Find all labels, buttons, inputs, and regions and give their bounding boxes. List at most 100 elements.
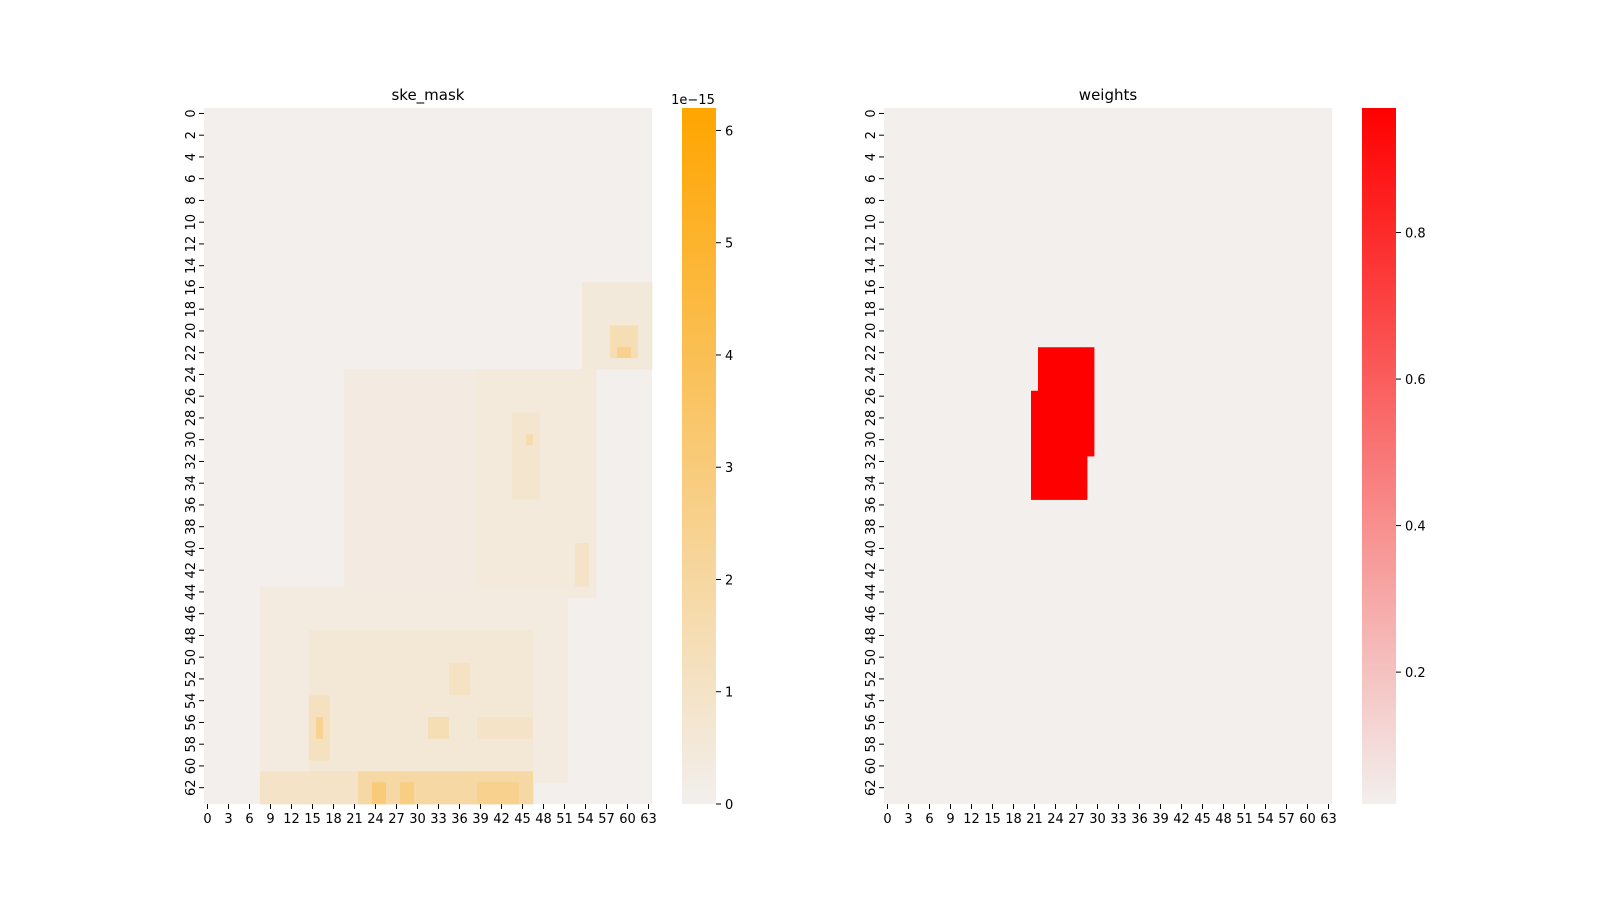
heatmap-cell (260, 586, 268, 598)
heatmap-cell (505, 782, 513, 794)
heatmap-cell (365, 782, 373, 794)
heatmap-cells (884, 108, 1332, 804)
heatmap-cell (589, 314, 597, 326)
heatmap-cell (435, 662, 443, 674)
heatmap-cell (505, 401, 513, 413)
heatmap-cell (470, 488, 478, 500)
heatmap-cell (386, 630, 394, 642)
heatmap-cell (589, 466, 597, 479)
heatmap-cell (575, 575, 583, 587)
heatmap-cell (295, 793, 303, 805)
heatmap-cell (463, 401, 471, 413)
heatmap-cell (442, 379, 450, 392)
heatmap-cell (400, 662, 408, 674)
heatmap-cell (295, 684, 303, 696)
heatmap-cell (456, 717, 464, 729)
heatmap-cell (365, 423, 373, 435)
heatmap-cell (1045, 390, 1053, 403)
heatmap-cell (358, 510, 366, 522)
heatmap-cell (498, 684, 506, 696)
heatmap-cell (379, 608, 387, 620)
heatmap-cell (575, 477, 583, 490)
heatmap-cell (330, 608, 338, 620)
heatmap-cell (435, 369, 443, 381)
y-tick-label: 6 (864, 175, 879, 183)
heatmap-cell (414, 717, 422, 729)
heatmap-cell (393, 771, 401, 783)
heatmap-cell (596, 282, 604, 294)
heatmap-cell (407, 553, 415, 566)
heatmap-cell (267, 749, 275, 761)
heatmap-cell (428, 782, 436, 794)
heatmap-cell (1059, 445, 1067, 457)
heatmap-cell (442, 640, 450, 653)
heatmap-cell (1038, 379, 1046, 392)
heatmap-cell (400, 640, 408, 653)
heatmap-cell (407, 782, 415, 794)
x-tick-label: 9 (266, 812, 274, 827)
heatmap-cell (295, 651, 303, 664)
heatmap-cell (337, 640, 345, 653)
heatmap-cell (323, 706, 331, 718)
heatmap-cell (428, 499, 436, 511)
heatmap-cell (589, 586, 597, 598)
heatmap-cell (533, 738, 541, 751)
colorbar-offset-label: 1e−15 (671, 93, 715, 108)
heatmap-cell (414, 390, 422, 403)
heatmap-cell (519, 717, 527, 729)
heatmap-cell (260, 695, 268, 707)
heatmap-cell (316, 760, 324, 772)
heatmap-cell (589, 347, 597, 359)
heatmap-cell (456, 477, 464, 490)
heatmap-cell (330, 793, 338, 805)
heatmap-cell (540, 401, 548, 413)
heatmap-cell (1038, 445, 1046, 457)
heatmap-cell (540, 586, 548, 598)
heatmap-cell (505, 630, 513, 642)
heatmap-cell (1066, 401, 1074, 413)
heatmap-cell (323, 727, 331, 740)
heatmap-cell (470, 401, 478, 413)
heatmap-cell (505, 412, 513, 424)
heatmap-cell (449, 499, 457, 511)
heatmap-cell (316, 630, 324, 642)
heatmap-cell (1052, 379, 1060, 392)
heatmap-cell (393, 673, 401, 685)
heatmap-cell (610, 314, 618, 326)
heatmap-cell (1052, 412, 1060, 424)
heatmap-cell (554, 456, 562, 468)
heatmap-cell (456, 662, 464, 674)
heatmap-cell (526, 771, 534, 783)
heatmap-cell (267, 738, 275, 751)
heatmap-cell (281, 749, 289, 761)
heatmap-cell (568, 434, 576, 446)
y-tick-label: 12 (184, 236, 199, 253)
heatmap-cell (281, 597, 289, 609)
heatmap-cell (484, 499, 492, 511)
heatmap-cell (1066, 445, 1074, 457)
heatmap-cell (267, 717, 275, 729)
heatmap-cell (610, 358, 618, 370)
heatmap-cell (281, 706, 289, 718)
heatmap-cell (267, 793, 275, 805)
y-tick-label: 26 (864, 388, 879, 405)
heatmap-cell (1080, 488, 1088, 500)
x-tick-label: 51 (556, 812, 573, 827)
heatmap-cell (526, 575, 534, 587)
heatmap-cell (470, 466, 478, 479)
heatmap-cell (449, 379, 457, 392)
y-tick-label: 34 (864, 475, 879, 492)
heatmap-cell (372, 488, 380, 500)
heatmap-cell (421, 727, 429, 740)
heatmap-cell (442, 412, 450, 424)
heatmap-cell (540, 575, 548, 587)
heatmap-cell (470, 695, 478, 707)
heatmap-cell (435, 727, 443, 740)
heatmap-cell (491, 619, 499, 631)
heatmap-cell (379, 466, 387, 479)
heatmap-cell (295, 619, 303, 631)
heatmap-cell (477, 662, 485, 674)
heatmap-cell (386, 640, 394, 653)
